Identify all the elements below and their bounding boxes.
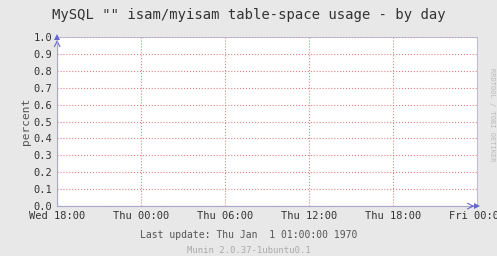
Text: Last update: Thu Jan  1 01:00:00 1970: Last update: Thu Jan 1 01:00:00 1970 xyxy=(140,230,357,240)
Y-axis label: percent: percent xyxy=(21,98,31,145)
Text: Munin 2.0.37-1ubuntu0.1: Munin 2.0.37-1ubuntu0.1 xyxy=(187,246,310,255)
Text: RRDTOOL / TOBI OETIKER: RRDTOOL / TOBI OETIKER xyxy=(489,68,495,162)
Text: MySQL "" isam/myisam table-space usage - by day: MySQL "" isam/myisam table-space usage -… xyxy=(52,8,445,22)
